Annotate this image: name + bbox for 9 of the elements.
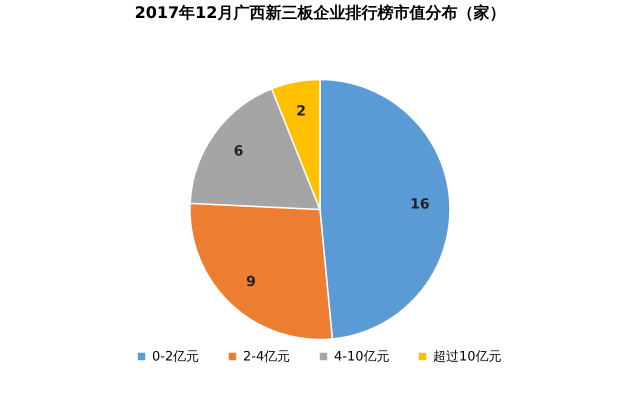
- data-label: 6: [234, 143, 244, 160]
- data-label: 9: [246, 274, 256, 290]
- legend-label: 0-2亿元: [152, 350, 200, 365]
- legend-label: 2-4亿元: [243, 350, 290, 365]
- legend-label: 4-10亿元: [334, 350, 390, 365]
- data-label: 2: [296, 103, 306, 120]
- data-label: 16: [410, 196, 430, 213]
- chart-title: 2017年12月广西新三板企业排行榜市值分布（家）: [134, 3, 506, 22]
- legend-label: 超过10亿元: [433, 350, 502, 365]
